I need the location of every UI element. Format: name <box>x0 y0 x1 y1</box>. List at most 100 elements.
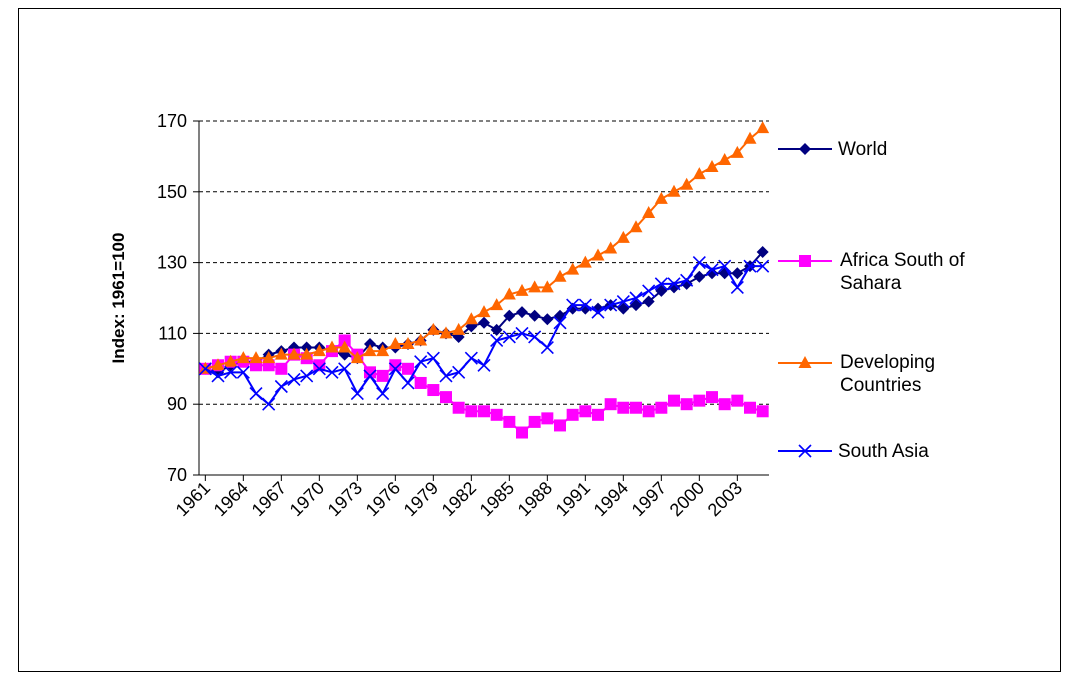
marker <box>364 366 376 379</box>
marker <box>604 241 618 254</box>
marker <box>692 167 706 180</box>
marker <box>275 362 288 375</box>
marker <box>452 365 466 379</box>
marker <box>528 330 542 344</box>
marker <box>642 206 656 219</box>
marker <box>756 245 769 258</box>
marker <box>799 143 811 155</box>
marker <box>591 248 605 261</box>
y-tick-label: 70 <box>167 465 187 485</box>
y-axis-label: Index: 1961=100 <box>109 233 128 364</box>
x-tick-label: 1997 <box>628 478 670 520</box>
marker <box>350 351 364 364</box>
marker <box>224 365 238 379</box>
marker <box>515 326 529 340</box>
marker <box>452 322 466 335</box>
marker <box>427 384 440 397</box>
marker <box>426 351 440 365</box>
x-tick-label: 1982 <box>438 478 480 520</box>
marker <box>249 387 263 401</box>
y-tick-label: 90 <box>167 394 187 414</box>
marker <box>388 337 402 350</box>
x-tick-label: 1994 <box>590 478 632 520</box>
legend-label: World <box>838 139 888 160</box>
marker <box>211 369 225 383</box>
marker <box>642 405 655 418</box>
y-tick-label: 110 <box>158 323 187 343</box>
marker <box>629 291 643 305</box>
marker <box>490 333 504 348</box>
marker <box>414 355 428 369</box>
marker <box>540 280 554 293</box>
y-tick-label: 170 <box>157 111 187 131</box>
marker <box>338 362 352 376</box>
marker <box>516 426 528 439</box>
marker <box>693 270 706 283</box>
marker <box>617 302 630 315</box>
x-tick-label: 1967 <box>248 478 290 520</box>
marker <box>730 280 744 294</box>
marker <box>401 376 415 390</box>
marker <box>198 362 212 376</box>
marker <box>477 358 491 372</box>
marker <box>376 387 390 401</box>
marker <box>376 344 390 357</box>
marker <box>667 277 681 291</box>
legend-label: Africa South of Sahara <box>840 250 965 294</box>
marker <box>312 362 326 376</box>
y-tick-label: 130 <box>157 253 187 273</box>
marker <box>287 347 301 360</box>
marker <box>616 230 630 243</box>
x-tick-label: 1973 <box>324 478 366 520</box>
marker <box>440 391 452 404</box>
marker <box>262 397 276 411</box>
marker <box>478 316 490 329</box>
marker <box>642 284 656 298</box>
marker <box>325 340 339 353</box>
marker <box>325 365 339 379</box>
x-tick-label: 1976 <box>362 478 404 520</box>
marker <box>705 263 719 277</box>
legend-label: Developing Countries <box>840 352 936 396</box>
x-tick-label: 1985 <box>476 478 518 520</box>
marker <box>680 273 694 287</box>
marker <box>502 287 516 300</box>
marker <box>224 354 238 367</box>
marker <box>743 259 757 273</box>
marker <box>516 306 528 319</box>
marker <box>579 405 592 418</box>
marker <box>730 145 744 158</box>
marker <box>236 365 250 379</box>
marker <box>680 398 693 411</box>
marker <box>798 444 812 458</box>
marker <box>718 398 731 411</box>
marker <box>654 191 668 204</box>
marker <box>630 401 642 414</box>
marker <box>540 340 554 355</box>
marker <box>490 323 503 336</box>
marker <box>554 419 566 432</box>
marker <box>503 415 516 428</box>
x-tick-label: 1970 <box>286 478 328 520</box>
marker <box>477 305 491 318</box>
marker <box>553 269 567 282</box>
marker <box>502 330 516 344</box>
marker <box>414 376 427 389</box>
marker <box>300 341 313 354</box>
marker <box>464 351 478 365</box>
legend-label: South Asia <box>838 441 929 462</box>
marker <box>756 405 769 418</box>
frame <box>18 8 1061 672</box>
marker <box>426 322 440 335</box>
marker <box>402 362 414 375</box>
marker <box>364 338 376 351</box>
marker <box>274 379 288 394</box>
marker <box>604 398 617 411</box>
marker <box>630 299 642 312</box>
marker <box>338 340 352 353</box>
marker <box>541 313 554 326</box>
marker <box>528 415 541 428</box>
marker <box>756 259 770 273</box>
x-tick-label: 2003 <box>704 478 746 520</box>
